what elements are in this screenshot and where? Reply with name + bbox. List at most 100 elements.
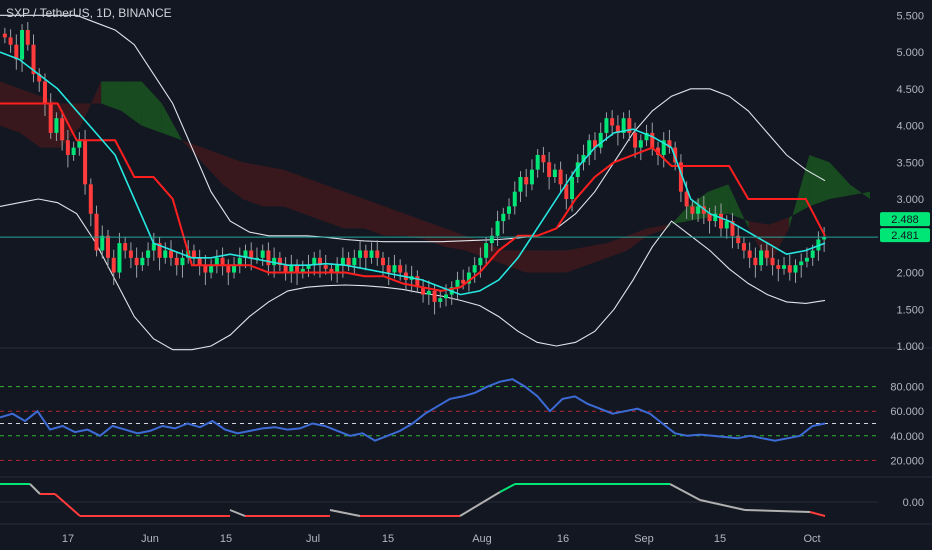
candle-body <box>117 243 122 273</box>
osc-segment <box>669 483 701 501</box>
candle-body <box>272 257 277 266</box>
time-tick-label: 15 <box>714 533 726 545</box>
candle-body <box>455 279 460 288</box>
candle-body <box>678 162 683 192</box>
osc-segment <box>699 499 746 511</box>
cloud-segment <box>121 81 142 126</box>
cloud-segment <box>627 228 648 251</box>
candle-body <box>329 268 334 273</box>
candle-body <box>810 250 815 258</box>
candle-body <box>352 257 357 266</box>
candle-body <box>615 125 620 133</box>
cloud-segment <box>0 81 21 133</box>
cloud-segment <box>364 199 385 236</box>
price-tick-label: 5.000 <box>896 47 924 59</box>
cloud-segment <box>303 177 324 222</box>
candle-body <box>610 118 615 126</box>
candle-body <box>604 118 609 133</box>
rsi-line <box>0 378 826 442</box>
price-tick-label: 4.500 <box>896 84 924 96</box>
candle-body <box>232 265 237 273</box>
osc-segment <box>459 491 501 517</box>
candle-body <box>650 132 655 148</box>
candle-body <box>638 140 643 148</box>
candle-body <box>730 221 735 236</box>
candle-body <box>323 265 328 269</box>
time-tick-label: 15 <box>382 533 394 545</box>
candle-body <box>575 162 580 177</box>
candle-body <box>415 276 420 288</box>
candle-body <box>128 250 133 258</box>
candle-body <box>249 250 254 258</box>
candle-body <box>787 265 792 273</box>
candle-body <box>380 257 385 266</box>
candle-body <box>203 265 208 273</box>
price-tick-label: 4.000 <box>896 121 924 133</box>
cloud-segment <box>586 243 607 266</box>
cloud-segment <box>384 206 405 236</box>
cloud-segment <box>526 250 547 273</box>
time-axis[interactable]: 17 Jun 15 Jul 15 Aug 16 Sep 15 Oct <box>62 533 821 545</box>
rsi-tick-label: 20.000 <box>890 455 924 467</box>
price-tick-label: 2.000 <box>896 268 924 280</box>
cloud-segment <box>606 235 628 258</box>
candle-body <box>489 235 494 244</box>
candle-body <box>31 44 36 75</box>
cloud-segment <box>161 103 183 141</box>
candle-body <box>266 250 271 266</box>
time-tick-label: 17 <box>62 533 74 545</box>
candle-body <box>478 257 483 266</box>
price-tick-label: 3.500 <box>896 157 924 169</box>
osc-segment <box>809 511 826 517</box>
candle-body <box>180 257 185 266</box>
rsi-tick-label: 80.000 <box>890 382 924 394</box>
cloud-segment <box>20 88 41 148</box>
candle-body <box>209 265 214 273</box>
candle-body <box>88 184 93 214</box>
price-tag-box <box>880 212 930 227</box>
candle-body <box>466 272 471 284</box>
price-tag-label: 2.481 <box>891 230 919 242</box>
candle-body <box>100 235 105 251</box>
price-tags: 2.488 2.481 <box>880 212 930 243</box>
candle-body <box>42 81 47 104</box>
candle-body <box>295 265 300 273</box>
candle-body <box>317 257 322 266</box>
candle-body <box>174 257 179 266</box>
grid <box>0 347 932 525</box>
candle-body <box>346 257 351 266</box>
candle-body <box>524 177 529 185</box>
candle-body <box>426 290 431 295</box>
candle-body <box>289 265 294 273</box>
price-tick-label: 5.500 <box>896 10 924 22</box>
candle-body <box>8 37 13 45</box>
candle-body <box>673 147 678 163</box>
candle-body <box>501 213 506 222</box>
candle-body <box>736 235 741 244</box>
osc-tick-label: 0.00 <box>903 497 924 509</box>
candle-body <box>438 298 443 302</box>
osc-segment <box>499 483 516 493</box>
time-tick-label: 16 <box>557 533 569 545</box>
kijun-line <box>0 102 826 292</box>
cloud-segment <box>728 184 749 229</box>
cloud-segment <box>404 213 425 240</box>
price-axis[interactable]: 5.5005.0004.5004.0003.5003.0002.5002.000… <box>890 10 924 509</box>
candle-body <box>226 265 231 273</box>
price-tag-box <box>880 228 930 243</box>
candle-body <box>484 243 489 258</box>
candle-body <box>741 243 746 251</box>
candle-body <box>14 44 19 60</box>
candle-body <box>512 191 517 207</box>
candle-body <box>283 265 288 273</box>
candle-body <box>547 162 552 177</box>
cloud-segment <box>748 221 769 266</box>
cloud-segment <box>263 165 284 207</box>
candle-body <box>661 140 666 155</box>
candle-body <box>169 250 174 258</box>
candle-body <box>713 213 718 222</box>
candle-body <box>598 132 603 148</box>
candle-body <box>507 206 512 214</box>
candle-body <box>157 243 162 258</box>
